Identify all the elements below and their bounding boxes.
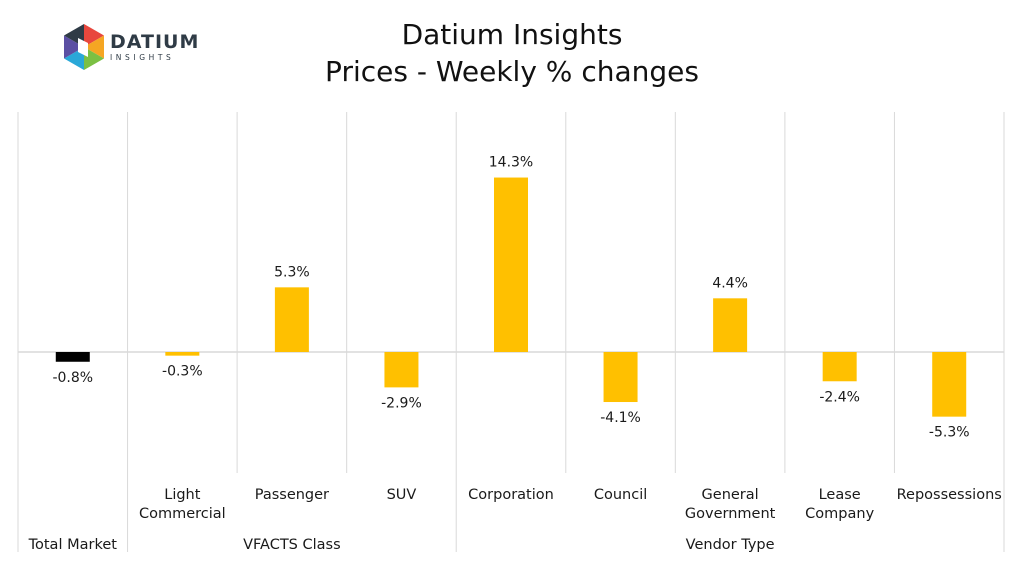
bar [603,352,638,403]
category-label: SUV [387,487,417,503]
data-label: -0.8% [52,370,93,386]
category-label: Light [164,487,201,503]
chart-subtitle: Prices - Weekly % changes [325,55,699,88]
group-label: VFACTS Class [243,537,341,553]
category-label: Repossessions [897,487,1002,503]
bar [494,177,528,352]
logo-wordmark: DATIUM [110,30,200,53]
chart-title-block: Datium Insights Prices - Weekly % change… [0,16,1024,90]
data-label: 4.4% [712,275,748,291]
data-label: 5.3% [274,264,310,280]
category-label: Government [685,506,776,522]
bar [165,352,200,356]
data-label: -4.1% [600,410,641,426]
chart-title: Datium Insights [401,18,623,51]
logo-tagline: INSIGHTS [110,52,175,62]
group-label: Vendor Type [686,537,775,553]
bar [55,352,90,362]
bar [822,352,857,382]
data-label: 14.3% [489,155,533,171]
bar [274,287,309,352]
category-label: Company [805,506,874,522]
data-label: -2.9% [381,395,422,411]
bar [932,352,967,417]
datium-logo-icon [64,24,104,70]
data-label: -2.4% [819,389,860,405]
data-label: -5.3% [929,425,970,441]
bar [384,352,419,388]
data-label: -0.3% [162,364,203,380]
category-label: Council [594,487,647,503]
category-label: Corporation [468,487,554,503]
datium-logo: DATIUM INSIGHTS [64,24,199,70]
category-label: General [702,487,759,503]
group-label: Total Market [28,537,118,553]
category-label: Commercial [139,506,226,522]
bar [713,298,748,352]
category-label: Lease [819,487,861,503]
category-label: Passenger [255,487,329,503]
